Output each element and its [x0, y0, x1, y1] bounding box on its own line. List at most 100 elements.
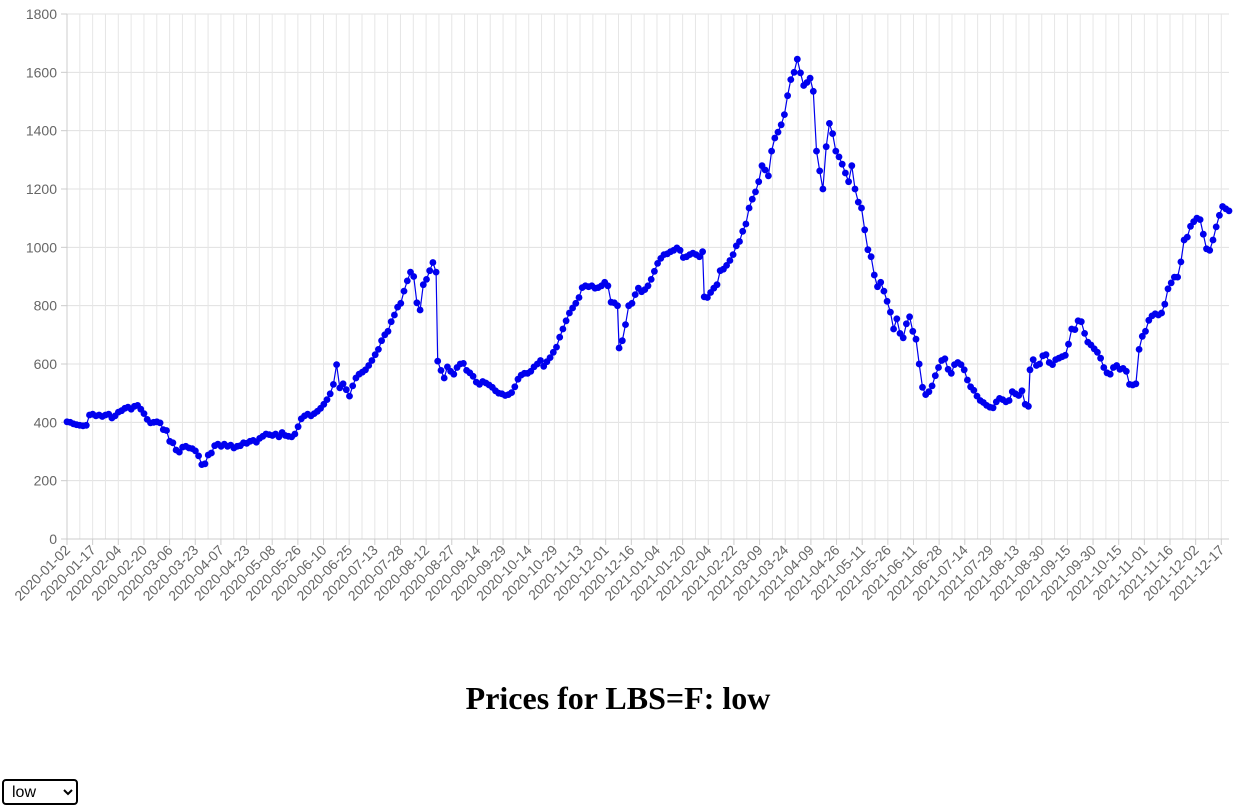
data-point	[192, 447, 199, 455]
data-point	[970, 386, 978, 394]
data-point	[813, 147, 820, 155]
data-point	[1196, 216, 1204, 224]
line-chart: 0 200 400 600 800 1000 1200 1400 1600 1800 2020-0…	[11, 6, 1233, 604]
data-point	[1100, 364, 1108, 371]
data-point	[1071, 326, 1079, 333]
data-point	[1216, 211, 1223, 219]
data-point	[880, 287, 888, 295]
data-point	[440, 374, 448, 382]
data-point	[416, 306, 424, 314]
data-point	[333, 361, 340, 368]
data-point	[1206, 246, 1214, 254]
data-point	[1026, 366, 1034, 374]
data-point	[342, 386, 350, 394]
chart-title: Prices for LBS=F: low	[465, 680, 771, 716]
data-point	[864, 246, 872, 254]
data-point	[919, 383, 926, 391]
data-point	[384, 327, 392, 335]
data-point	[195, 452, 203, 460]
data-point	[723, 262, 730, 269]
data-point	[410, 273, 418, 280]
data-point	[909, 327, 917, 335]
data-point	[1097, 354, 1104, 362]
data-point	[556, 333, 564, 341]
data-point	[726, 257, 734, 264]
data-point	[745, 204, 753, 212]
data-point	[169, 439, 177, 447]
data-point	[854, 198, 862, 206]
data-point	[631, 291, 639, 298]
data-point	[867, 253, 875, 261]
data-point	[368, 357, 376, 364]
data-point	[887, 308, 894, 316]
data-point	[1029, 356, 1037, 363]
data-point	[330, 381, 337, 388]
data-point	[765, 172, 772, 180]
y-tick-label: 1800	[26, 6, 57, 22]
data-point	[419, 281, 427, 289]
data-point	[391, 311, 398, 319]
data-point	[835, 153, 843, 161]
y-tick-label: 1200	[26, 181, 57, 197]
data-point	[615, 344, 623, 352]
data-point	[1081, 330, 1088, 337]
data-point	[906, 313, 913, 321]
data-point	[511, 383, 519, 391]
data-point	[768, 147, 775, 155]
data-point	[1158, 309, 1165, 317]
data-point	[1018, 387, 1026, 395]
data-point	[403, 277, 411, 285]
data-point	[1036, 360, 1043, 368]
y-tick-label: 1000	[26, 239, 57, 255]
data-point	[562, 317, 570, 325]
field-select[interactable]: low	[2, 779, 78, 805]
data-point	[838, 160, 846, 168]
data-point	[375, 346, 382, 353]
data-point	[752, 188, 759, 196]
data-point	[883, 297, 891, 305]
data-point	[508, 389, 515, 396]
y-tick-label: 200	[34, 473, 58, 489]
data-point	[877, 278, 885, 286]
data-point	[201, 460, 209, 468]
data-point	[1049, 361, 1056, 368]
data-point	[893, 315, 901, 323]
data-point	[651, 267, 658, 275]
data-point	[816, 167, 824, 175]
y-tick-label: 0	[49, 531, 57, 547]
data-point	[899, 334, 907, 342]
data-point	[915, 360, 923, 368]
chart-grid	[66, 13, 1229, 540]
data-point	[1167, 279, 1175, 287]
data-point	[989, 404, 997, 412]
data-point	[861, 226, 869, 234]
data-point	[809, 87, 817, 95]
data-point	[1225, 207, 1233, 215]
data-point	[175, 448, 183, 456]
data-point	[413, 299, 421, 307]
data-point	[1199, 230, 1207, 238]
data-point	[323, 396, 331, 403]
data-point	[622, 321, 629, 328]
data-point	[400, 287, 408, 295]
data-point	[947, 369, 955, 377]
data-point	[618, 337, 626, 345]
data-point	[1025, 402, 1032, 410]
data-point	[826, 120, 833, 127]
data-point	[208, 449, 215, 457]
data-point	[696, 253, 703, 261]
data-point	[654, 260, 661, 267]
data-point	[1174, 273, 1181, 281]
data-point	[699, 248, 706, 256]
data-point	[549, 348, 557, 356]
data-point	[784, 92, 791, 100]
data-point	[423, 276, 430, 283]
data-point	[163, 427, 170, 434]
data-point	[326, 390, 334, 398]
data-point	[365, 362, 373, 369]
data-point	[870, 271, 878, 279]
data-point	[928, 382, 936, 390]
data-point	[935, 364, 942, 371]
data-point	[960, 366, 968, 374]
data-point	[156, 419, 164, 427]
